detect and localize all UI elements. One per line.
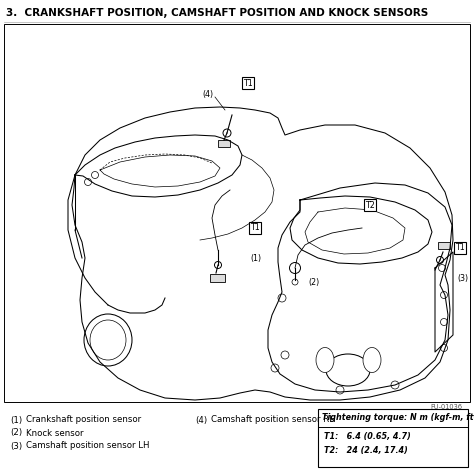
Text: Knock sensor: Knock sensor [26, 429, 83, 438]
Text: Camshaft position sensor LH: Camshaft position sensor LH [26, 441, 149, 450]
Text: (1): (1) [10, 415, 22, 424]
Text: (4): (4) [195, 415, 207, 424]
Text: Crankshaft position sensor: Crankshaft position sensor [26, 415, 141, 424]
Text: T2: T2 [365, 201, 375, 210]
Ellipse shape [363, 347, 381, 372]
Text: (2): (2) [10, 429, 22, 438]
Text: (2): (2) [308, 278, 319, 287]
Text: T1: T1 [455, 244, 465, 253]
Ellipse shape [84, 314, 132, 366]
Bar [318, 409, 468, 467]
Text: (1): (1) [250, 253, 261, 262]
Text: (4): (4) [202, 91, 214, 100]
Text: 3.  CRANKSHAFT POSITION, CAMSHAFT POSITION AND KNOCK SENSORS: 3. CRANKSHAFT POSITION, CAMSHAFT POSITIO… [6, 8, 428, 18]
Text: Camshaft position sensor RH: Camshaft position sensor RH [211, 415, 336, 424]
Bar [218, 140, 230, 147]
Ellipse shape [90, 320, 126, 360]
Ellipse shape [326, 354, 370, 386]
Text: T1:   6.4 (0.65, 4.7): T1: 6.4 (0.65, 4.7) [324, 432, 411, 441]
Bar [210, 274, 225, 282]
Text: T1: T1 [243, 78, 253, 87]
Text: (3): (3) [10, 441, 22, 450]
Bar [438, 242, 450, 249]
Ellipse shape [316, 347, 334, 372]
Text: Tightening torque: N m (kgf-m, ft-lb): Tightening torque: N m (kgf-m, ft-lb) [322, 413, 474, 422]
Text: T1: T1 [250, 224, 260, 233]
Text: T2:   24 (2.4, 17.4): T2: 24 (2.4, 17.4) [324, 447, 408, 455]
Bar [4, 24, 470, 402]
Text: (3): (3) [457, 273, 468, 283]
Text: FU-01036: FU-01036 [430, 404, 462, 410]
